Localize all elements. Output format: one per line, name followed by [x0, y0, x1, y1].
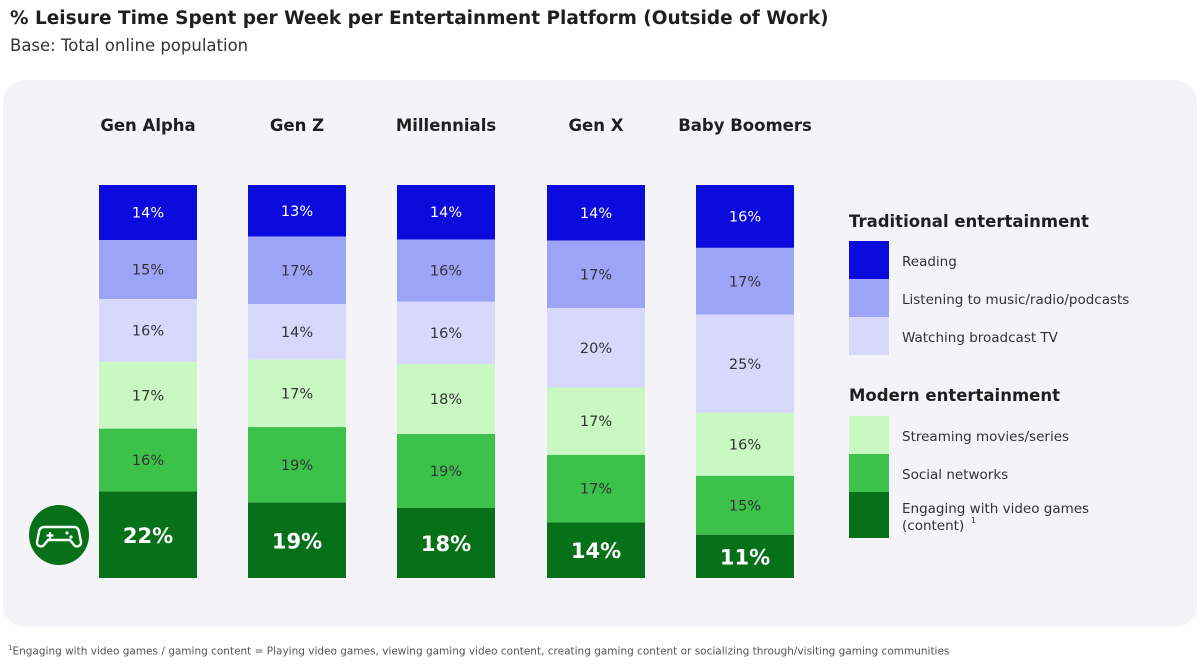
bar-stack-2: Gen Z 13% 17% 14% 17% 19% 19% — [248, 116, 346, 578]
legend: Traditional entertainment Modern entertai… — [849, 212, 1129, 538]
footnote: 1Engaging with video games / gaming cont… — [8, 644, 949, 658]
data-label: 17% — [132, 388, 164, 404]
gamepad-button — [69, 535, 73, 539]
bar-stack-1: Gen Alpha 14% 15% 16% 17% 16% 22% — [99, 116, 197, 578]
bar-segment — [696, 534, 794, 578]
footnote-text: Engaging with video games / gaming conte… — [12, 645, 950, 658]
data-label: 17% — [281, 263, 313, 279]
bar-segment — [547, 308, 645, 388]
data-label: 18% — [421, 532, 471, 556]
category-label: Gen Z — [270, 116, 324, 135]
bar-stack-5: Baby Boomers 16% 17% 25% 16% 15% 11% — [678, 116, 812, 578]
legend-swatch — [849, 317, 889, 355]
legend-label: Reading — [902, 254, 957, 270]
legend-swatch — [849, 279, 889, 317]
bar-segment — [547, 454, 645, 523]
legend-swatch — [849, 454, 889, 492]
bar-segment — [99, 240, 197, 299]
bar-segment — [547, 522, 645, 578]
legend-label: Listening to music/radio/podcasts — [902, 292, 1129, 308]
bar-segment — [99, 298, 197, 362]
data-label: 16% — [729, 437, 761, 453]
gamepad-outline — [35, 525, 83, 548]
data-label: 19% — [272, 529, 322, 553]
data-label: 16% — [132, 323, 164, 339]
bar-segment — [547, 387, 645, 455]
gamepad-button — [65, 531, 69, 535]
legend-label: Streaming movies/series — [902, 429, 1069, 445]
data-label: 14% — [571, 539, 621, 563]
chart-title: % Leisure Time Spent per Week per Entert… — [10, 8, 829, 29]
data-label: 16% — [430, 326, 462, 342]
gamepad-dpad — [46, 532, 54, 539]
bar-segment — [99, 361, 197, 429]
bar-segment — [696, 412, 794, 476]
data-label: 15% — [132, 262, 164, 278]
data-label: 11% — [720, 545, 770, 569]
gamepad-icon — [29, 505, 89, 565]
category-label: Millennials — [396, 116, 497, 135]
data-label: 17% — [580, 267, 612, 283]
legend-swatch — [849, 416, 889, 454]
category-label: Gen Alpha — [100, 116, 195, 135]
data-label: 22% — [123, 524, 173, 548]
bar-segment — [696, 247, 794, 315]
legend-label: Watching broadcast TV — [902, 330, 1059, 346]
bar-segment — [99, 491, 197, 578]
bar-segment — [99, 185, 197, 241]
data-label: 25% — [729, 357, 761, 373]
bar-segment — [248, 427, 346, 503]
legend-group-title: Traditional entertainment — [849, 212, 1089, 231]
legend-label: Engaging with video games — [902, 501, 1089, 517]
bar-segment — [397, 434, 495, 508]
data-label: 17% — [729, 274, 761, 290]
data-label: 14% — [580, 206, 612, 222]
data-label: 17% — [281, 386, 313, 402]
category-label: Gen X — [569, 116, 624, 135]
bar-segment — [397, 363, 495, 435]
bar-segment — [547, 240, 645, 309]
footnote-marker: 1 — [8, 644, 13, 652]
bar-segment — [397, 301, 495, 364]
bar-stack-3: Millennials 14% 16% 16% 18% 19% 18% — [396, 116, 497, 578]
bar-segment — [696, 185, 794, 248]
bar-segment — [547, 185, 645, 241]
bar-segment — [397, 185, 495, 240]
data-label: 16% — [430, 264, 462, 280]
bar-segment — [248, 185, 346, 237]
data-label: 17% — [580, 482, 612, 498]
data-label: 14% — [430, 205, 462, 221]
data-label: 20% — [580, 341, 612, 357]
data-label: 19% — [430, 464, 462, 480]
legend-swatch — [849, 241, 889, 279]
chart-subtitle: Base: Total online population — [10, 36, 249, 55]
data-label: 19% — [281, 458, 313, 474]
bar-segment — [248, 236, 346, 305]
data-label: 18% — [430, 392, 462, 408]
bar-segment — [99, 428, 197, 492]
data-label: 13% — [281, 204, 313, 220]
data-label: 16% — [729, 209, 761, 225]
bar-segment — [397, 507, 495, 578]
bar-segment — [696, 475, 794, 535]
gamepad-icon-bg — [29, 505, 89, 565]
legend-superscript: 1 — [971, 516, 976, 525]
legend-label: (content) — [902, 518, 964, 534]
bar-segment — [248, 304, 346, 360]
data-label: 14% — [132, 206, 164, 222]
data-label: 15% — [729, 498, 761, 514]
legend-group-title: Modern entertainment — [849, 386, 1060, 405]
bar-segment — [696, 314, 794, 413]
bar-segment — [397, 239, 495, 302]
legend-label: Social networks — [902, 467, 1008, 483]
bar-segment — [248, 359, 346, 428]
data-label: 14% — [281, 325, 313, 341]
data-label: 16% — [132, 453, 164, 469]
bar-stack-4: Gen X 14% 17% 20% 17% 17% 14% — [547, 116, 645, 578]
data-label: 17% — [580, 414, 612, 430]
bar-segment — [248, 502, 346, 578]
legend-swatch — [849, 492, 889, 538]
category-label: Baby Boomers — [678, 116, 812, 135]
